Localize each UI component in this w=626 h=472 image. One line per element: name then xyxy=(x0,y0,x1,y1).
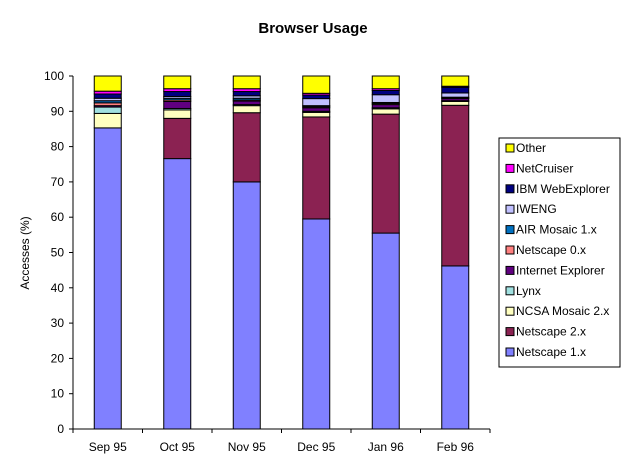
bar-segment xyxy=(441,92,470,98)
bar-segment xyxy=(302,116,331,220)
legend-label: Netscape 1.x xyxy=(516,345,586,359)
legend-label: IBM WebExplorer xyxy=(516,182,610,196)
bar-segment xyxy=(232,112,261,183)
legend-swatch xyxy=(505,163,515,173)
x-tick-label: Sep 95 xyxy=(89,440,127,454)
x-tick-label: Jan 96 xyxy=(368,440,404,454)
y-tick-label: 90 xyxy=(51,104,65,118)
y-tick-labels: 0 10 20 30 40 50 60 70 80 90 100 xyxy=(44,69,64,436)
bar-segment xyxy=(302,75,331,94)
bar-segment xyxy=(371,75,400,90)
bar-segment xyxy=(93,93,122,99)
legend-label: NCSA Mosaic 2.x xyxy=(516,304,609,318)
legend-label: Other xyxy=(516,141,546,155)
y-tick-label: 10 xyxy=(51,387,65,401)
bar-segment xyxy=(441,100,470,106)
bar-segment xyxy=(163,91,192,97)
bar-segment xyxy=(302,107,331,112)
bar-segment xyxy=(441,104,470,267)
x-tick-label: Dec 95 xyxy=(297,440,335,454)
legend-label: Netscape 2.x xyxy=(516,325,586,339)
bar-segment xyxy=(163,117,192,160)
legend-label: AIR Mosaic 1.x xyxy=(516,223,597,237)
legend-label: Lynx xyxy=(516,284,541,298)
bar-segment xyxy=(93,75,122,92)
bar-segment xyxy=(93,112,122,129)
axes xyxy=(69,75,491,433)
bar-segment xyxy=(371,108,400,115)
bar-segment xyxy=(163,158,192,430)
bar-segment xyxy=(441,265,470,430)
bar-segment xyxy=(371,232,400,430)
bar-segment xyxy=(163,100,192,109)
y-tick-label: 80 xyxy=(51,140,65,154)
legend-swatch xyxy=(505,143,515,153)
x-tick-label: Nov 95 xyxy=(228,440,266,454)
bar-segment xyxy=(163,109,192,119)
bar-segment xyxy=(93,106,122,114)
legend-box xyxy=(498,137,621,368)
y-tick-label: 0 xyxy=(57,422,64,436)
legend-swatch xyxy=(505,347,515,357)
y-tick-label: 20 xyxy=(51,351,65,365)
bar-segment xyxy=(232,105,261,114)
bar-segment xyxy=(302,218,331,430)
legend-label: IWENG xyxy=(516,202,557,216)
legend-label: Internet Explorer xyxy=(516,263,605,277)
x-tick-labels: Sep 95 Oct 95 Nov 95 Dec 95 Jan 96 Feb 96 xyxy=(89,440,475,454)
x-tick-label: Oct 95 xyxy=(160,440,196,454)
bar-segment xyxy=(441,86,470,94)
y-tick-label: 100 xyxy=(44,69,64,83)
bar-segment xyxy=(302,94,331,100)
legend-label: Netscape 0.x xyxy=(516,243,586,257)
bar-segment xyxy=(232,91,261,97)
bars xyxy=(93,75,470,430)
legend-swatch xyxy=(505,225,515,235)
bar-segment xyxy=(232,100,261,106)
bar-segment xyxy=(371,94,400,103)
bar-segment xyxy=(371,89,400,96)
y-tick-label: 70 xyxy=(51,175,65,189)
y-tick-label: 30 xyxy=(51,316,65,330)
y-tick-label: 60 xyxy=(51,210,65,224)
chart-title: Browser Usage xyxy=(258,20,367,37)
legend-swatch xyxy=(505,327,515,337)
legend-label: NetCruiser xyxy=(516,161,573,175)
y-axis-label: Accesses (%) xyxy=(18,216,32,289)
y-tick-label: 50 xyxy=(51,246,65,260)
bar-segment xyxy=(302,98,331,107)
y-tick-label: 40 xyxy=(51,281,65,295)
bar-segment xyxy=(163,75,192,90)
bar-segment xyxy=(302,111,331,118)
legend: Other NetCruiser IBM WebExplorer IWENG AIR M… xyxy=(498,137,621,368)
legend-swatch xyxy=(505,204,515,214)
legend-swatch xyxy=(505,306,515,316)
bar-segment xyxy=(232,75,261,90)
bar-segment xyxy=(93,127,122,430)
legend-swatch xyxy=(505,265,515,275)
bar-segment xyxy=(371,113,400,234)
legend-swatch xyxy=(505,245,515,255)
legend-swatch xyxy=(505,184,515,194)
x-tick-label: Feb 96 xyxy=(437,440,475,454)
bar-segment xyxy=(232,181,261,430)
legend-swatch xyxy=(505,286,515,296)
bar-segment xyxy=(441,75,470,87)
